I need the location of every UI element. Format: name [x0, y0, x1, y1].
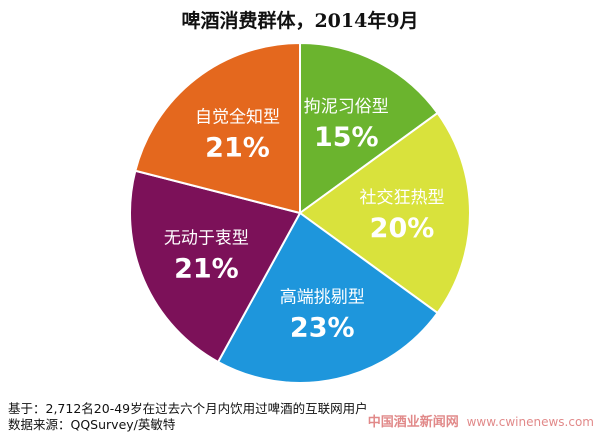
pie-slice-4: [129, 169, 302, 364]
pie-slice-5: [134, 41, 301, 215]
watermark: 中国酒业新闻网 www.cwinenews.com: [368, 411, 594, 430]
slice-percent-label: 20%: [370, 213, 435, 244]
footnote-source: 数据来源：QQSurvey/英敏特: [8, 417, 176, 432]
slice-name-label: 拘泥习俗型: [304, 97, 389, 117]
slice-percent-label: 21%: [174, 254, 239, 285]
pie-slice-2: [298, 111, 471, 315]
slice-name-label: 无动于衷型: [164, 229, 249, 249]
pie-slice-1: [299, 41, 439, 215]
slice-name-label: 社交狂热型: [360, 188, 445, 208]
watermark-site-name: 中国酒业新闻网: [367, 415, 459, 430]
slice-name-label: 高端挑剔型: [280, 288, 365, 308]
slice-percent-label: 21%: [205, 132, 270, 163]
slice-percent-label: 23%: [290, 313, 355, 344]
footnote-basis: 基于：2,712名20-49岁在过去六个月内饮用过啤酒的互联网用户: [8, 401, 368, 416]
slice-name-label: 自觉全知型: [195, 107, 280, 127]
chart-title: 啤酒消费群体，2014年9月: [181, 10, 419, 32]
watermark-url: www.cwinenews.com: [466, 415, 594, 429]
slice-percent-label: 15%: [314, 122, 379, 153]
pie-slice-3: [216, 211, 439, 384]
